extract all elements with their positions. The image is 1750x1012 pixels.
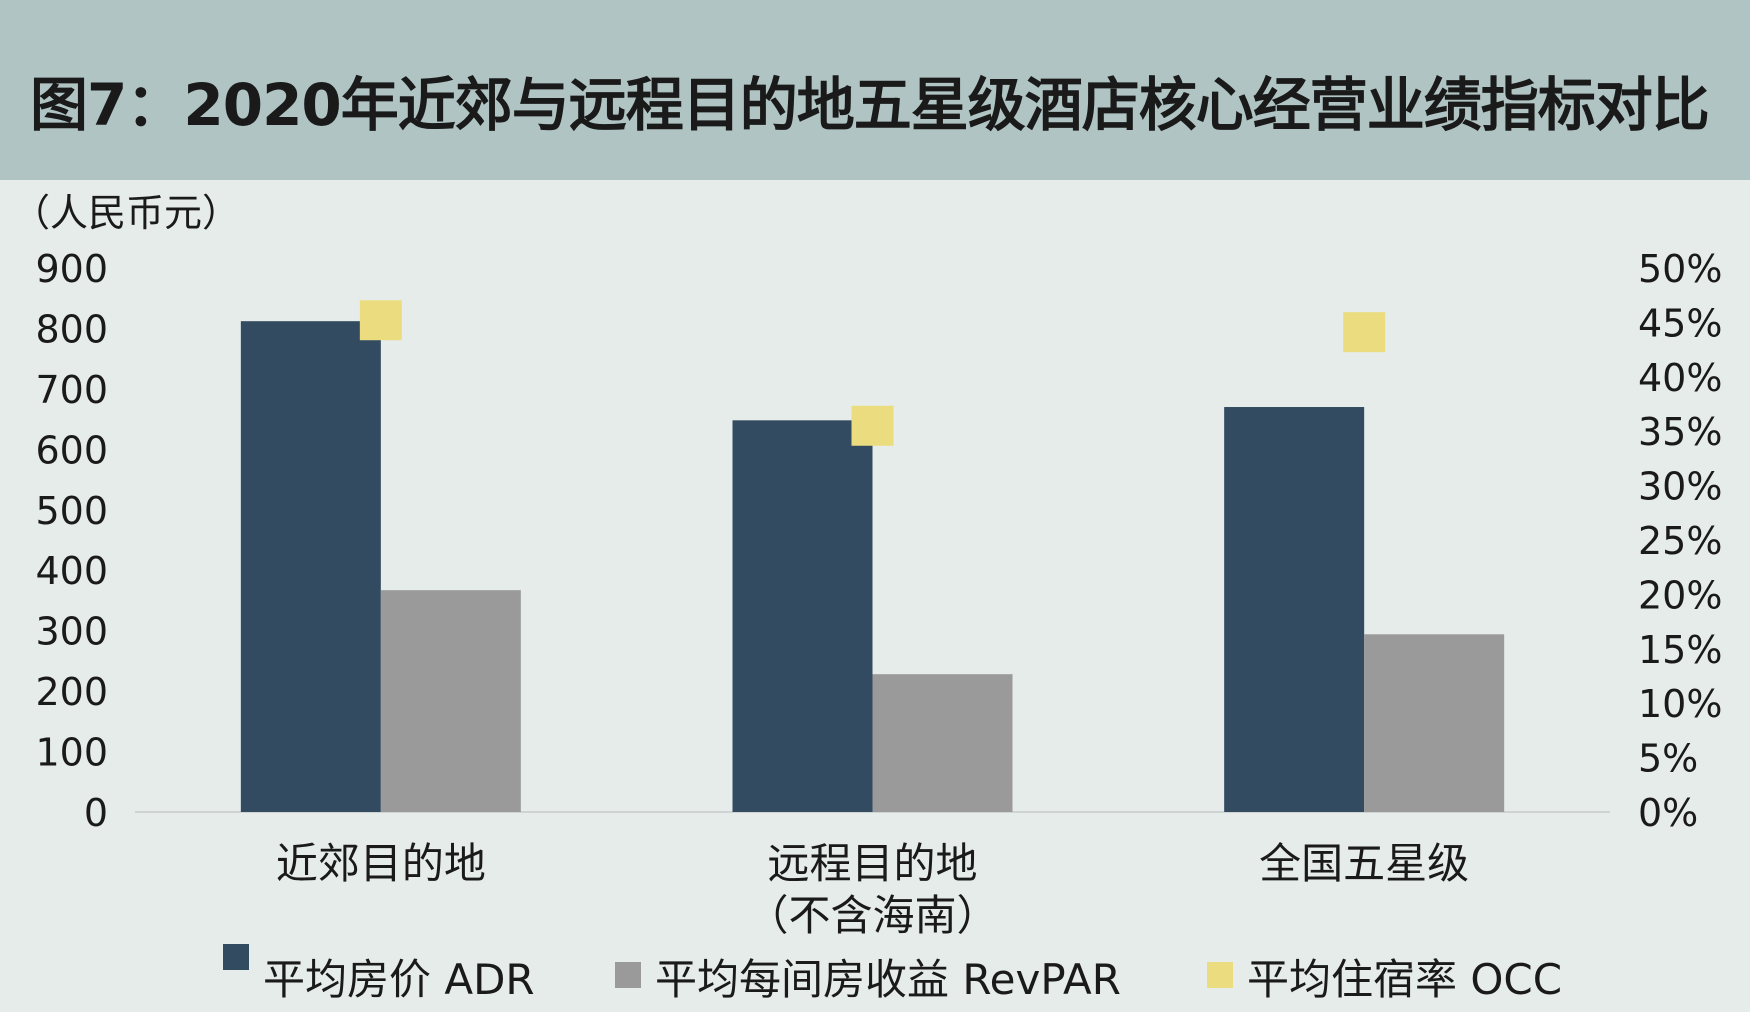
category-label: 远程目的地 xyxy=(767,839,977,888)
legend-occ-label: 平均住宿率 OCC xyxy=(1247,955,1562,1004)
y-unit-label: （人民币元） xyxy=(12,191,240,235)
y-left-tick-label: 900 xyxy=(35,247,108,291)
legend-adr-swatch xyxy=(223,944,249,970)
y-left-tick-label: 600 xyxy=(35,428,108,472)
y-left-tick-label: 500 xyxy=(35,489,108,533)
legend-adr-label: 平均房价 ADR xyxy=(263,955,535,1004)
bar-revpar xyxy=(380,590,521,812)
bar-adr xyxy=(240,321,381,812)
y-left-tick-label: 200 xyxy=(35,670,108,714)
category-label: 全国五星级 xyxy=(1259,839,1469,888)
y-left-tick-label: 0 xyxy=(84,791,108,835)
occ-marker xyxy=(1343,312,1386,353)
y-right-tick-label: 40% xyxy=(1638,356,1722,400)
y-left-tick-label: 300 xyxy=(35,610,108,654)
chart-title: 图7：2020年近郊与远程目的地五星级酒店核心经营业绩指标对比 xyxy=(30,71,1710,139)
y-right-tick-label: 15% xyxy=(1638,628,1722,672)
occ-marker xyxy=(359,300,402,341)
bar-adr xyxy=(732,420,873,812)
y-left-tick-label: 700 xyxy=(35,368,108,412)
bar-adr xyxy=(1224,407,1365,812)
y-left-tick-label: 100 xyxy=(35,731,108,775)
bar-revpar xyxy=(1364,634,1505,812)
legend-occ-swatch xyxy=(1207,962,1233,988)
legend-revpar-swatch xyxy=(615,962,641,988)
bar-revpar xyxy=(872,674,1013,812)
y-right-tick-label: 5% xyxy=(1638,737,1698,781)
y-right-tick-label: 0% xyxy=(1638,791,1698,835)
y-right-tick-label: 30% xyxy=(1638,465,1722,509)
y-right-tick-label: 50% xyxy=(1638,247,1722,291)
y-right-tick-label: 20% xyxy=(1638,573,1722,617)
y-right-tick-label: 35% xyxy=(1638,410,1722,454)
title-bar: 图7：2020年近郊与远程目的地五星级酒店核心经营业绩指标对比 xyxy=(0,0,1750,180)
category-label: 近郊目的地 xyxy=(276,839,486,888)
y-left-tick-label: 400 xyxy=(35,549,108,593)
category-label: （不含海南） xyxy=(746,891,998,940)
y-right-tick-label: 10% xyxy=(1638,682,1722,726)
y-right-tick-label: 25% xyxy=(1638,519,1722,563)
y-left-tick-label: 800 xyxy=(35,307,108,351)
legend-revpar-label: 平均每间房收益 RevPAR xyxy=(655,955,1121,1004)
y-right-tick-label: 45% xyxy=(1638,301,1722,345)
occ-marker xyxy=(851,405,894,446)
